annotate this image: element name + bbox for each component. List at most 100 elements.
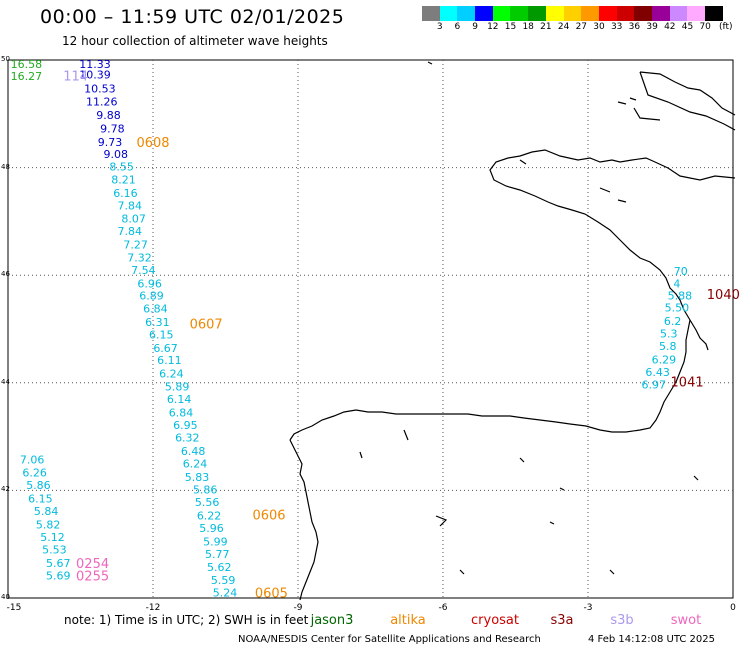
wave-height-value: 5.8	[659, 340, 677, 353]
wave-height-value: 70	[674, 265, 688, 278]
wave-height-value: 6.89	[139, 290, 164, 303]
lat-label: 40	[1, 593, 10, 601]
wave-height-value: 5.50	[665, 301, 690, 314]
wave-height-value: 5.59	[211, 574, 236, 587]
legend-item-s3b: s3b	[610, 613, 634, 628]
wave-height-value: 6.14	[167, 393, 192, 406]
wave-height-value: 5.82	[36, 518, 61, 531]
wave-height-value: 8.21	[111, 173, 136, 186]
colorbar-label: 24	[557, 22, 570, 32]
wave-height-value: 5.24	[213, 587, 238, 600]
wave-height-value: 5.62	[207, 561, 232, 574]
coastline	[289, 61, 736, 601]
lat-label: 44	[1, 377, 10, 386]
colorbar-swatch	[510, 6, 529, 21]
wave-height-value: 10.39	[79, 69, 111, 82]
wave-height-value: 5.83	[185, 471, 210, 484]
colorbar-swatch	[422, 6, 440, 21]
wave-height-value: 5.86	[193, 483, 218, 496]
map-subtitle: 12 hour collection of altimeter wave hei…	[62, 34, 328, 48]
wave-height-value: 7.54	[131, 264, 156, 277]
legend-item-s3a: s3a	[550, 613, 574, 628]
colorbar-label: 42	[664, 22, 676, 32]
map-title: 00:00 – 11:59 UTC 02/01/2025	[40, 6, 345, 28]
wave-height-value: 6.15	[28, 492, 53, 505]
pass-id-label: 0254	[76, 557, 109, 572]
colorbar-label: 3	[436, 22, 443, 32]
wave-height-value: 6.84	[143, 303, 168, 316]
wave-height-value: 6.2	[664, 315, 682, 328]
colorbar-swatch	[687, 6, 705, 21]
wave-height-value: 4	[673, 277, 680, 290]
colorbar-swatch	[475, 6, 493, 21]
pass-id-label: 0607	[190, 318, 223, 333]
wave-height-value: 5.96	[199, 522, 224, 535]
wave-height-value: 6.24	[159, 368, 184, 381]
credit-line: NOAA/NESDIS Center for Satellite Applica…	[238, 634, 541, 645]
colorbar-label: 18	[522, 22, 534, 32]
colorbar-swatch	[598, 6, 617, 21]
wave-height-value: 6.84	[169, 406, 194, 419]
wave-height-value: 6.48	[181, 445, 206, 458]
legend-item-jason3: jason3	[310, 613, 354, 628]
wave-height-value: 6.31	[145, 316, 170, 329]
wave-height-value: 5.84	[34, 505, 59, 518]
lon-label: -15	[6, 603, 22, 613]
wave-height-value: 5.77	[205, 548, 230, 561]
wave-height-value: 6.29	[652, 354, 677, 367]
wave-height-value: 7.06	[20, 454, 45, 467]
pass-id-label: 0255	[76, 569, 109, 584]
wave-height-value: 9.78	[100, 122, 125, 135]
wave-height-value: 16.58	[11, 58, 43, 71]
colorbar-label: 33	[610, 22, 623, 32]
wave-height-value: 5.88	[668, 290, 693, 303]
pass-id-label: 0608	[136, 136, 169, 151]
wave-height-value: 9.73	[98, 136, 123, 149]
colorbar-swatch	[669, 6, 688, 21]
colorbar-label: 36	[628, 22, 641, 32]
colorbar-label: 6	[454, 22, 461, 32]
colorbar-swatch	[616, 6, 635, 21]
colorbar-swatch	[705, 6, 723, 21]
wave-height-value: 6.22	[197, 510, 222, 523]
legend-item-altika: altika	[390, 613, 426, 628]
wave-height-value: 7.84	[118, 225, 143, 238]
colorbar-swatch	[528, 6, 546, 21]
colorbar-label: 12	[487, 22, 499, 32]
colorbar-swatch	[545, 6, 564, 21]
colorbar-swatch	[439, 6, 458, 21]
wave-height-value: 5.12	[40, 531, 65, 544]
wave-height-value: 5.67	[46, 557, 71, 570]
pass-id-label: 1041	[671, 376, 704, 391]
wave-height-colorbar	[422, 6, 723, 21]
wave-height-value: 5.56	[195, 496, 220, 509]
colorbar-labels: 3 6 9 12 15 18 21 24 27 30 33 36 39 42 45 70	[422, 22, 740, 34]
wave-height-value: 6.15	[149, 328, 174, 341]
colorbar-label: 45	[681, 22, 694, 32]
legend-item-cryosat: cryosat	[471, 613, 519, 628]
wave-height-value: 10.53	[84, 83, 116, 96]
lon-label: -3	[583, 603, 593, 613]
colorbar-label: 21	[540, 22, 552, 32]
map-grid	[7, 59, 734, 599]
wave-height-value: 8.07	[121, 213, 146, 226]
wave-height-value: 5.99	[203, 536, 228, 549]
wave-height-value: 6.24	[183, 458, 208, 471]
colorbar-label: 70	[699, 22, 711, 32]
footer-note: note: 1) Time is in UTC; 2) SWH is in fe…	[64, 613, 309, 627]
wave-height-value: 7.84	[118, 199, 143, 212]
legend-item-swot: swot	[670, 613, 702, 628]
colorbar-unit: (ft)	[719, 22, 733, 32]
wave-height-value: 6.43	[645, 366, 670, 379]
lon-label: -12	[145, 603, 161, 613]
lon-label: 0	[730, 603, 736, 613]
lat-label: 50	[1, 55, 10, 63]
wave-height-tracks: 11.3310.3910.5311.269.889.789.739.088.55…	[11, 58, 692, 600]
colorbar-label: 27	[575, 22, 588, 32]
wave-height-value: 5.53	[42, 544, 67, 557]
lat-label: 48	[1, 162, 10, 171]
colorbar-swatch	[563, 6, 582, 21]
pass-id-label: 0606	[252, 509, 285, 524]
wave-height-value: 5.89	[165, 381, 190, 394]
